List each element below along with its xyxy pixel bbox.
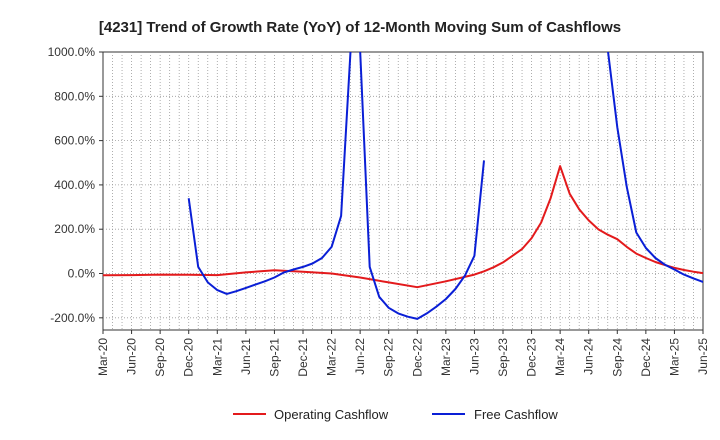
x-axis: Mar-20 Jun-20 Sep-20 Dec-20 Mar-21 Jun-21 Sep-… [96,330,710,377]
x-tick-label: Jun-23 [467,338,481,375]
x-tick-label: Mar-21 [210,338,224,376]
y-tick-label: 600.0% [54,134,95,148]
y-tick-label: 0.0% [68,267,96,281]
x-tick-label: Sep-21 [267,338,281,377]
x-tick-label: Sep-24 [610,338,624,377]
grid [103,52,703,330]
y-tick-label: 400.0% [54,178,95,192]
y-tick-label: 200.0% [54,222,95,236]
legend-label-free-cashflow: Free Cashflow [474,407,558,422]
x-tick-label: Jun-20 [125,338,139,375]
x-tick-label: Jun-25 [696,338,710,375]
x-tick-label: Mar-24 [553,338,567,376]
x-tick-label: Jun-22 [353,338,367,375]
x-tick-label: Dec-22 [410,338,424,377]
x-tick-label: Sep-23 [496,338,510,377]
y-tick-label: -200.0% [50,311,95,325]
x-tick-label: Mar-22 [325,338,339,376]
y-axis: -200.0% 0.0% 200.0% 400.0% 600.0% 800.0% 1000.… [48,45,103,325]
legend: Operating Cashflow Free Cashflow [233,407,558,422]
chart-title: [4231] Trend of Growth Rate (YoY) of 12-… [99,19,621,36]
x-tick-label: Dec-21 [296,338,310,377]
x-tick-label: Sep-20 [153,338,167,377]
y-tick-label: 1000.0% [48,45,96,59]
plot-frame [102,51,704,331]
x-tick-label: Dec-20 [182,338,196,377]
x-tick-label: Jun-21 [239,338,253,375]
legend-label-operating-cashflow: Operating Cashflow [274,407,389,422]
x-tick-label: Jun-24 [582,338,596,375]
x-tick-label: Mar-20 [96,338,110,376]
x-tick-label: Mar-23 [439,338,453,376]
series-line-operating-cashflow [103,165,703,289]
y-tick-label: 800.0% [54,89,95,103]
x-tick-label: Dec-23 [525,338,539,377]
x-tick-label: Dec-24 [639,338,653,377]
series-layer [103,52,703,320]
x-tick-label: Mar-25 [667,338,681,376]
series-line-free-cashflow [187,52,703,320]
x-tick-label: Sep-22 [382,338,396,377]
